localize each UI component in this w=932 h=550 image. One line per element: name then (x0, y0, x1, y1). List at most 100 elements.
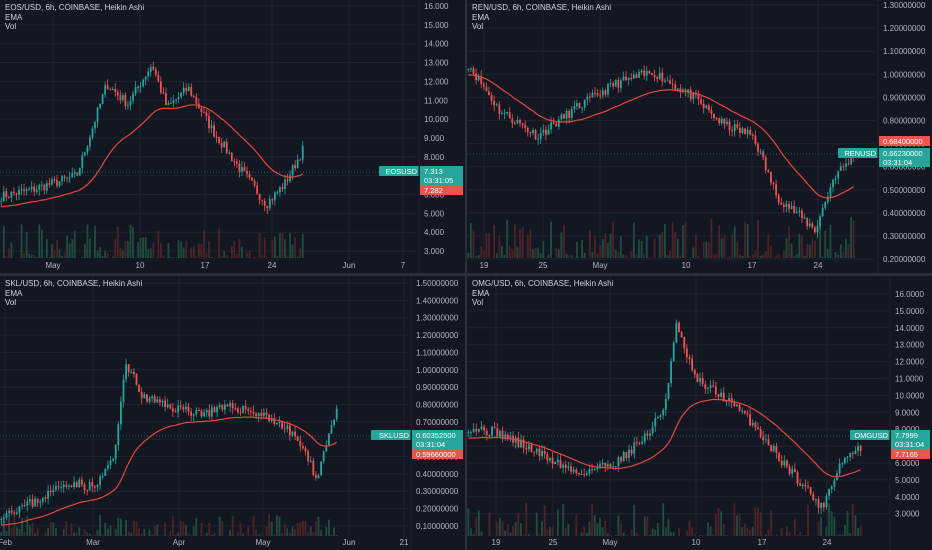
vol-label[interactable]: Vol (472, 22, 484, 31)
volume-bar (119, 518, 122, 536)
price-tick-label: 3.0000 (895, 510, 920, 519)
candle-body (125, 364, 128, 380)
chart-canvas[interactable]: 1.30000000 1.20000000 1.10000000 1.00000000… (467, 0, 932, 273)
candles[interactable] (0, 61, 304, 215)
candles[interactable] (467, 319, 862, 515)
volume-bar (156, 524, 159, 536)
vol-label[interactable]: Vol (5, 22, 17, 31)
chart-canvas[interactable]: 16.0000 15.0000 14.0000 13.0000 12.0000 11.00… (467, 276, 932, 550)
volume-bar (697, 255, 700, 258)
time-tick-label: Mar (86, 538, 100, 547)
candle-body (738, 404, 741, 411)
candles[interactable] (0, 358, 338, 526)
candle-body (543, 450, 546, 454)
candle-body (801, 484, 804, 486)
price-axis[interactable]: 1.50000000 1.40000000 1.30000000 1.20000000… (416, 279, 459, 531)
volume-bar (301, 520, 304, 536)
volume-bar (35, 257, 38, 258)
chart-title[interactable]: EOS/USD, 6h, COINBASE, Heikin Ashi (5, 3, 145, 12)
volume-bar (190, 535, 193, 536)
time-axis[interactable]: May 10 17 24 Jun 7 (45, 261, 405, 270)
candle-body (687, 89, 690, 92)
volume-bar (242, 533, 245, 536)
chart-panel-ren[interactable]: 1.30000000 1.20000000 1.10000000 1.00000000… (467, 0, 932, 273)
volume-bar (671, 221, 674, 258)
candle-body (281, 187, 284, 190)
candle-body (685, 348, 688, 358)
horizontal-divider[interactable] (0, 273, 932, 276)
candle-body (609, 464, 612, 468)
volume-bar (669, 250, 671, 258)
vol-label[interactable]: Vol (472, 298, 484, 307)
ema-label[interactable]: EMA (472, 12, 490, 22)
volume-bar (132, 520, 135, 536)
time-axis[interactable]: Feb Mar Apr May Jun 21 (0, 538, 409, 547)
candles[interactable] (467, 65, 855, 238)
volume-bar (477, 254, 480, 258)
candle-body (493, 100, 496, 106)
candle-body (583, 473, 586, 475)
price-tick-label: 1.30000000 (416, 314, 459, 323)
candle-body (859, 446, 862, 451)
candle-body (157, 74, 160, 82)
price-tick-label: 1.00000000 (416, 366, 459, 375)
vol-label[interactable]: Vol (5, 298, 17, 307)
candle-body (195, 409, 198, 415)
price-axis[interactable]: 16.0000 15.0000 14.0000 13.0000 12.0000 11.00… (895, 290, 924, 519)
volume-bar (656, 522, 659, 536)
candle-body (508, 112, 511, 119)
candle-body (31, 499, 34, 507)
time-axis[interactable]: 19 25 May 10 17 24 (492, 538, 832, 547)
volume-bar (751, 526, 754, 536)
candle-body (73, 172, 76, 174)
price-tick-label: 0.20000000 (883, 255, 926, 264)
volume-bar (808, 244, 811, 258)
price-tick-label: 11.0000 (895, 375, 924, 384)
price-axis[interactable]: 1.30000000 1.20000000 1.10000000 1.00000000… (883, 1, 926, 264)
candle-body (96, 484, 99, 488)
time-tick-label: 10 (136, 261, 145, 270)
volume-bar (743, 523, 746, 536)
chart-canvas[interactable]: 16.000 15.000 14.000 13.000 12.000 11.000 10.0… (0, 0, 465, 273)
time-tick-label: Feb (0, 538, 12, 547)
time-axis[interactable]: 19 25 May 10 17 24 (480, 261, 823, 270)
candle-body (627, 77, 630, 80)
chart-canvas[interactable]: 1.50000000 1.40000000 1.30000000 1.20000000… (0, 276, 465, 550)
volume-bar (467, 252, 470, 258)
ema-line (1, 416, 338, 526)
candle-body (581, 107, 584, 109)
volume-bar (847, 244, 850, 258)
candle-body (477, 428, 480, 432)
candle-body (291, 431, 294, 436)
price-axis[interactable]: 16.000 15.000 14.000 13.000 12.000 11.000 10.0… (424, 2, 449, 256)
candle-body (723, 118, 726, 124)
ema-label[interactable]: EMA (5, 288, 23, 298)
chart-title[interactable]: REN/USD, 6h, COINBASE, Heikin Ashi (472, 3, 612, 12)
candle-body (147, 71, 150, 77)
candle-body (166, 404, 169, 408)
volume-bar (307, 531, 310, 536)
candle-body (614, 79, 617, 87)
candle-body (563, 114, 565, 119)
candle-body (635, 442, 638, 444)
ema-label[interactable]: EMA (472, 288, 490, 298)
ema-label[interactable]: EMA (5, 12, 23, 22)
candle-body (762, 151, 765, 158)
volume-bar (614, 249, 617, 258)
chart-panel-eos[interactable]: 16.000 15.000 14.000 13.000 12.000 11.000 10.0… (0, 0, 465, 273)
volume-bar (81, 257, 84, 258)
candle-body (8, 510, 11, 514)
candle-body (625, 451, 628, 459)
chart-title[interactable]: OMG/USD, 6h, COINBASE, Heikin Ashi (472, 279, 614, 288)
candle-body (715, 118, 718, 120)
chart-panel-omg[interactable]: 16.0000 15.0000 14.0000 13.0000 12.0000 11.00… (467, 276, 932, 550)
volume-bar (710, 219, 713, 258)
candle-body (83, 152, 86, 156)
chart-title[interactable]: SKL/USD, 6h, COINBASE, Heikin Ashi (5, 279, 143, 288)
chart-panel-skl[interactable]: 1.50000000 1.40000000 1.30000000 1.20000000… (0, 276, 465, 550)
volume-bar (235, 253, 238, 258)
